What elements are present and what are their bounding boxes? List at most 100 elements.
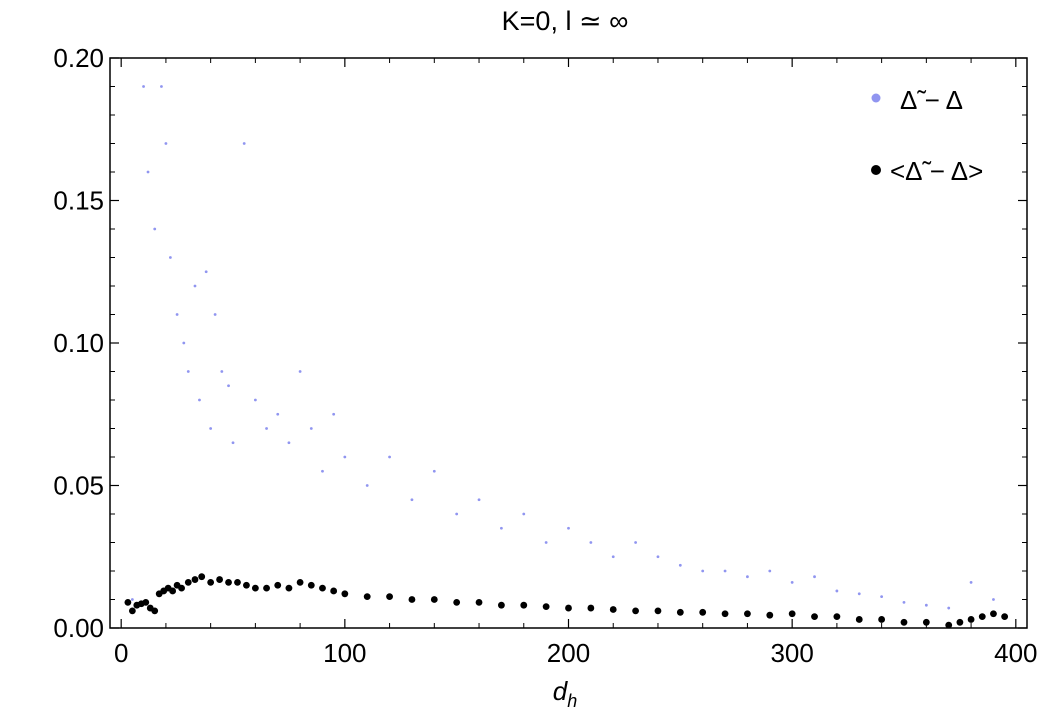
mean-point	[408, 596, 416, 603]
scatter-point	[432, 469, 436, 473]
scatter-point	[455, 512, 459, 516]
x-tick-label: 400	[994, 638, 1037, 668]
legend-label-difference: Δ̃ − Δ	[900, 85, 963, 115]
mean-point	[363, 593, 371, 601]
mean-point	[721, 610, 729, 618]
mean-point	[319, 584, 326, 592]
scatter-point	[835, 589, 839, 593]
mean-point	[565, 604, 572, 612]
scatter-point	[298, 370, 302, 373]
mean-point	[184, 579, 192, 586]
scatter-point	[969, 581, 973, 584]
mean-point	[243, 581, 250, 589]
scatter-point	[242, 142, 246, 145]
mean-point	[990, 610, 997, 618]
x-tick-label: 0	[114, 638, 128, 668]
scatter-point	[153, 227, 157, 231]
mean-point	[330, 587, 338, 595]
scatter-point	[209, 427, 213, 430]
y-tick-label: 0.05	[53, 471, 104, 501]
legend: Δ̃ − Δ <Δ̃ − Δ>	[871, 85, 983, 186]
mean-point	[191, 576, 199, 583]
mean-point	[676, 608, 684, 616]
scatter-point	[365, 484, 369, 487]
mean-point	[307, 581, 315, 589]
scatter-point	[130, 598, 134, 601]
y-tick-label: 0.20	[53, 43, 104, 73]
x-axis: 0 100 200 300 400	[114, 58, 1038, 668]
mean-point	[1001, 613, 1009, 620]
scatter-point	[213, 313, 217, 316]
y-tick-label: 0.10	[53, 328, 104, 358]
mean-point	[978, 613, 986, 620]
mean-point	[766, 611, 774, 619]
scatter-point	[309, 427, 313, 430]
scatter-point	[701, 569, 705, 573]
mean-point	[263, 584, 270, 592]
mean-point	[216, 576, 223, 583]
mean-point	[945, 621, 953, 629]
scatter-point	[567, 526, 570, 530]
mean-point	[542, 603, 550, 611]
scatter-point	[880, 595, 884, 599]
mean-point	[609, 606, 617, 613]
y-tick-label: 0.15	[53, 186, 104, 216]
scatter-point	[164, 142, 168, 145]
scatter-point	[204, 270, 208, 274]
mean-point	[169, 587, 177, 595]
scatter-point	[160, 85, 163, 88]
scatter-point	[678, 563, 682, 567]
plot-frame	[109, 57, 1028, 629]
scatter-point	[193, 284, 197, 288]
scatter-point	[924, 603, 928, 607]
x-axis-label: dh	[553, 676, 577, 711]
mean-point	[285, 584, 293, 592]
scatter-point	[634, 541, 637, 544]
mean-point	[142, 598, 150, 606]
mean-point	[207, 579, 215, 586]
mean-point	[341, 590, 349, 598]
scatter-point	[321, 469, 324, 473]
mean-point	[475, 598, 483, 606]
mean-point	[922, 618, 930, 626]
scatter-point	[168, 256, 172, 259]
mean-point	[878, 616, 886, 623]
scatter-point	[544, 541, 548, 544]
mean-point	[178, 584, 185, 592]
y-tick-label: 0.00	[53, 613, 104, 643]
mean-point	[833, 613, 841, 620]
scatter-point	[611, 555, 615, 559]
mean-point	[788, 610, 796, 618]
scatter-point	[182, 341, 186, 345]
scatter-point	[992, 598, 995, 601]
mean-point	[744, 610, 751, 618]
mean-point	[274, 581, 282, 589]
mean-point	[587, 604, 595, 612]
scatter-point	[332, 412, 336, 416]
mean-point	[855, 616, 863, 623]
scatter-point	[146, 170, 150, 174]
scatter-point	[227, 384, 230, 388]
scatter-point	[790, 581, 794, 584]
scatter-point	[746, 575, 749, 579]
scatter-point	[947, 606, 951, 610]
mean-point	[498, 601, 505, 609]
scatter-point	[902, 600, 906, 604]
x-tick-label: 200	[547, 638, 590, 668]
x-tick-label: 100	[323, 638, 366, 668]
scatter-layer	[130, 85, 995, 610]
scatter-point	[220, 370, 224, 373]
scatter-point	[477, 498, 481, 502]
mean-point	[900, 618, 908, 626]
scatter-point	[186, 370, 190, 373]
legend-label-mean: <Δ̃ − Δ>	[890, 156, 983, 186]
y-axis: 0.00 0.05 0.10 0.15 0.20	[53, 43, 1027, 643]
mean-point	[225, 579, 232, 586]
mean-point	[386, 593, 393, 601]
mean-layer	[124, 573, 1009, 629]
scatter-point	[276, 412, 280, 416]
mean-point	[198, 573, 206, 581]
mean-point	[453, 598, 461, 606]
mean-point	[632, 607, 639, 615]
legend-marker-difference	[871, 93, 881, 103]
